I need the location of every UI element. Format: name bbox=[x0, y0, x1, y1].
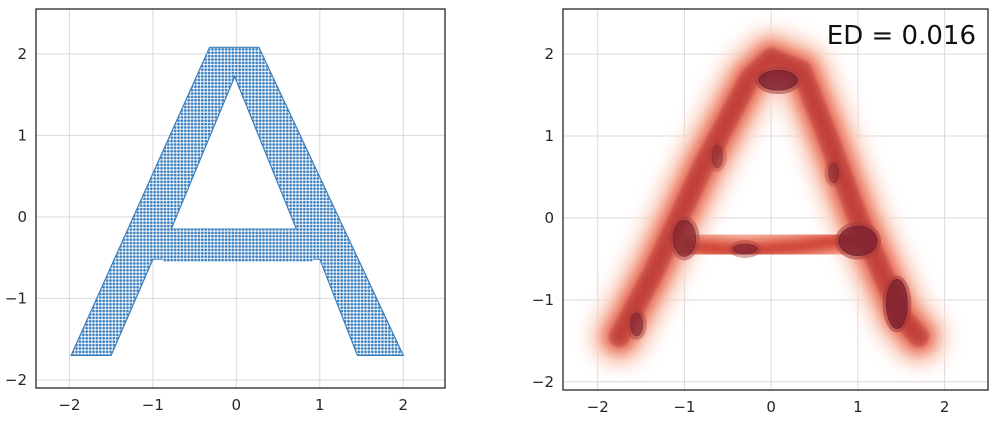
y-tick-label: −2 bbox=[532, 373, 554, 391]
y-tick-label: 2 bbox=[17, 45, 27, 63]
kde-level-inner bbox=[613, 52, 925, 343]
y-tick-label: 0 bbox=[544, 209, 554, 227]
scatter-axes-frame bbox=[35, 8, 446, 389]
x-tick-label: 1 bbox=[853, 398, 863, 416]
kde-peak bbox=[711, 144, 723, 169]
kde-level-inner-crossbar bbox=[684, 234, 863, 256]
x-tick-label: −1 bbox=[673, 398, 695, 416]
x-tick-label: 2 bbox=[940, 398, 950, 416]
x-tick-label: 2 bbox=[398, 396, 408, 414]
kde-peak-halo bbox=[824, 159, 843, 187]
kde-contour-line bbox=[608, 47, 930, 348]
kde-density bbox=[587, 26, 951, 369]
kde-peak bbox=[630, 312, 644, 337]
x-tick-label: −1 bbox=[142, 396, 164, 414]
y-tick-label: −1 bbox=[5, 289, 27, 307]
y-tick-label: −1 bbox=[532, 291, 554, 309]
y-tick-label: 1 bbox=[17, 126, 27, 144]
kde-contour-line bbox=[610, 49, 928, 346]
y-tick-label: 2 bbox=[544, 45, 554, 63]
scatter-crossbar bbox=[162, 229, 314, 262]
kde-peak bbox=[758, 70, 798, 91]
x-tick-label: −2 bbox=[587, 398, 609, 416]
kde-peak bbox=[732, 243, 758, 255]
x-tick-label: −2 bbox=[58, 396, 80, 414]
scatter-points bbox=[70, 46, 405, 356]
scatter-tick-labels: −2 −1 0 1 2 −2 −1 0 1 2 bbox=[5, 45, 408, 414]
scatter-panel: −2 −1 0 1 2 −2 −1 0 1 2 bbox=[5, 8, 446, 414]
kde-peak bbox=[828, 162, 840, 184]
kde-panel: −2 −1 0 1 2 −2 −1 0 1 2 ED = 0.016 bbox=[532, 8, 989, 416]
kde-tick-labels: −2 −1 0 1 2 −2 −1 0 1 2 bbox=[532, 45, 950, 416]
x-tick-label: 0 bbox=[766, 398, 776, 416]
x-tick-label: 1 bbox=[315, 396, 325, 414]
kde-peak bbox=[838, 225, 878, 257]
y-tick-label: −2 bbox=[5, 371, 27, 389]
x-tick-label: 0 bbox=[232, 396, 242, 414]
y-tick-label: 0 bbox=[17, 208, 27, 226]
kde-peak bbox=[672, 219, 697, 257]
kde-peak-halo bbox=[708, 141, 727, 172]
ed-annotation: ED = 0.016 bbox=[827, 21, 976, 51]
kde-peak bbox=[886, 278, 908, 329]
kde-axes-frame bbox=[562, 8, 989, 391]
y-tick-label: 1 bbox=[544, 127, 554, 145]
